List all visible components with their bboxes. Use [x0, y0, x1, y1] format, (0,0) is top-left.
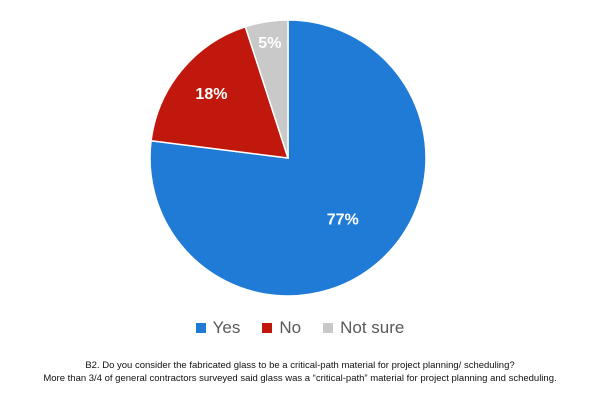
- caption-question: B2. Do you consider the fabricated glass…: [85, 360, 515, 371]
- chart-caption: B2. Do you consider the fabricated glass…: [0, 359, 600, 385]
- legend-swatch-not-sure: [323, 323, 334, 333]
- data-label-no: 18%: [195, 86, 227, 103]
- legend-swatch-no: [262, 323, 273, 333]
- pie-slice-not-sure: [244, 19, 289, 159]
- caption-summary: More than 3/4 of general contractors sur…: [43, 373, 557, 384]
- legend-label-yes: Yes: [212, 318, 241, 337]
- legend-item-yes: Yes: [195, 318, 241, 338]
- data-label-yes: 77%: [327, 212, 359, 229]
- chart-legend: Yes No Not sure: [0, 318, 600, 338]
- legend-label-not-sure: Not sure: [340, 318, 405, 337]
- legend-label-no: No: [279, 318, 302, 337]
- legend-swatch-yes: [195, 323, 206, 333]
- data-label-not-sure: 5%: [258, 35, 281, 52]
- legend-item-not-sure: Not sure: [323, 318, 404, 338]
- pie-slice-yes: [149, 19, 427, 297]
- legend-item-no: No: [262, 318, 301, 338]
- pie-chart: 77% 18% 5%: [149, 19, 427, 297]
- pie-slice-no: [150, 25, 290, 159]
